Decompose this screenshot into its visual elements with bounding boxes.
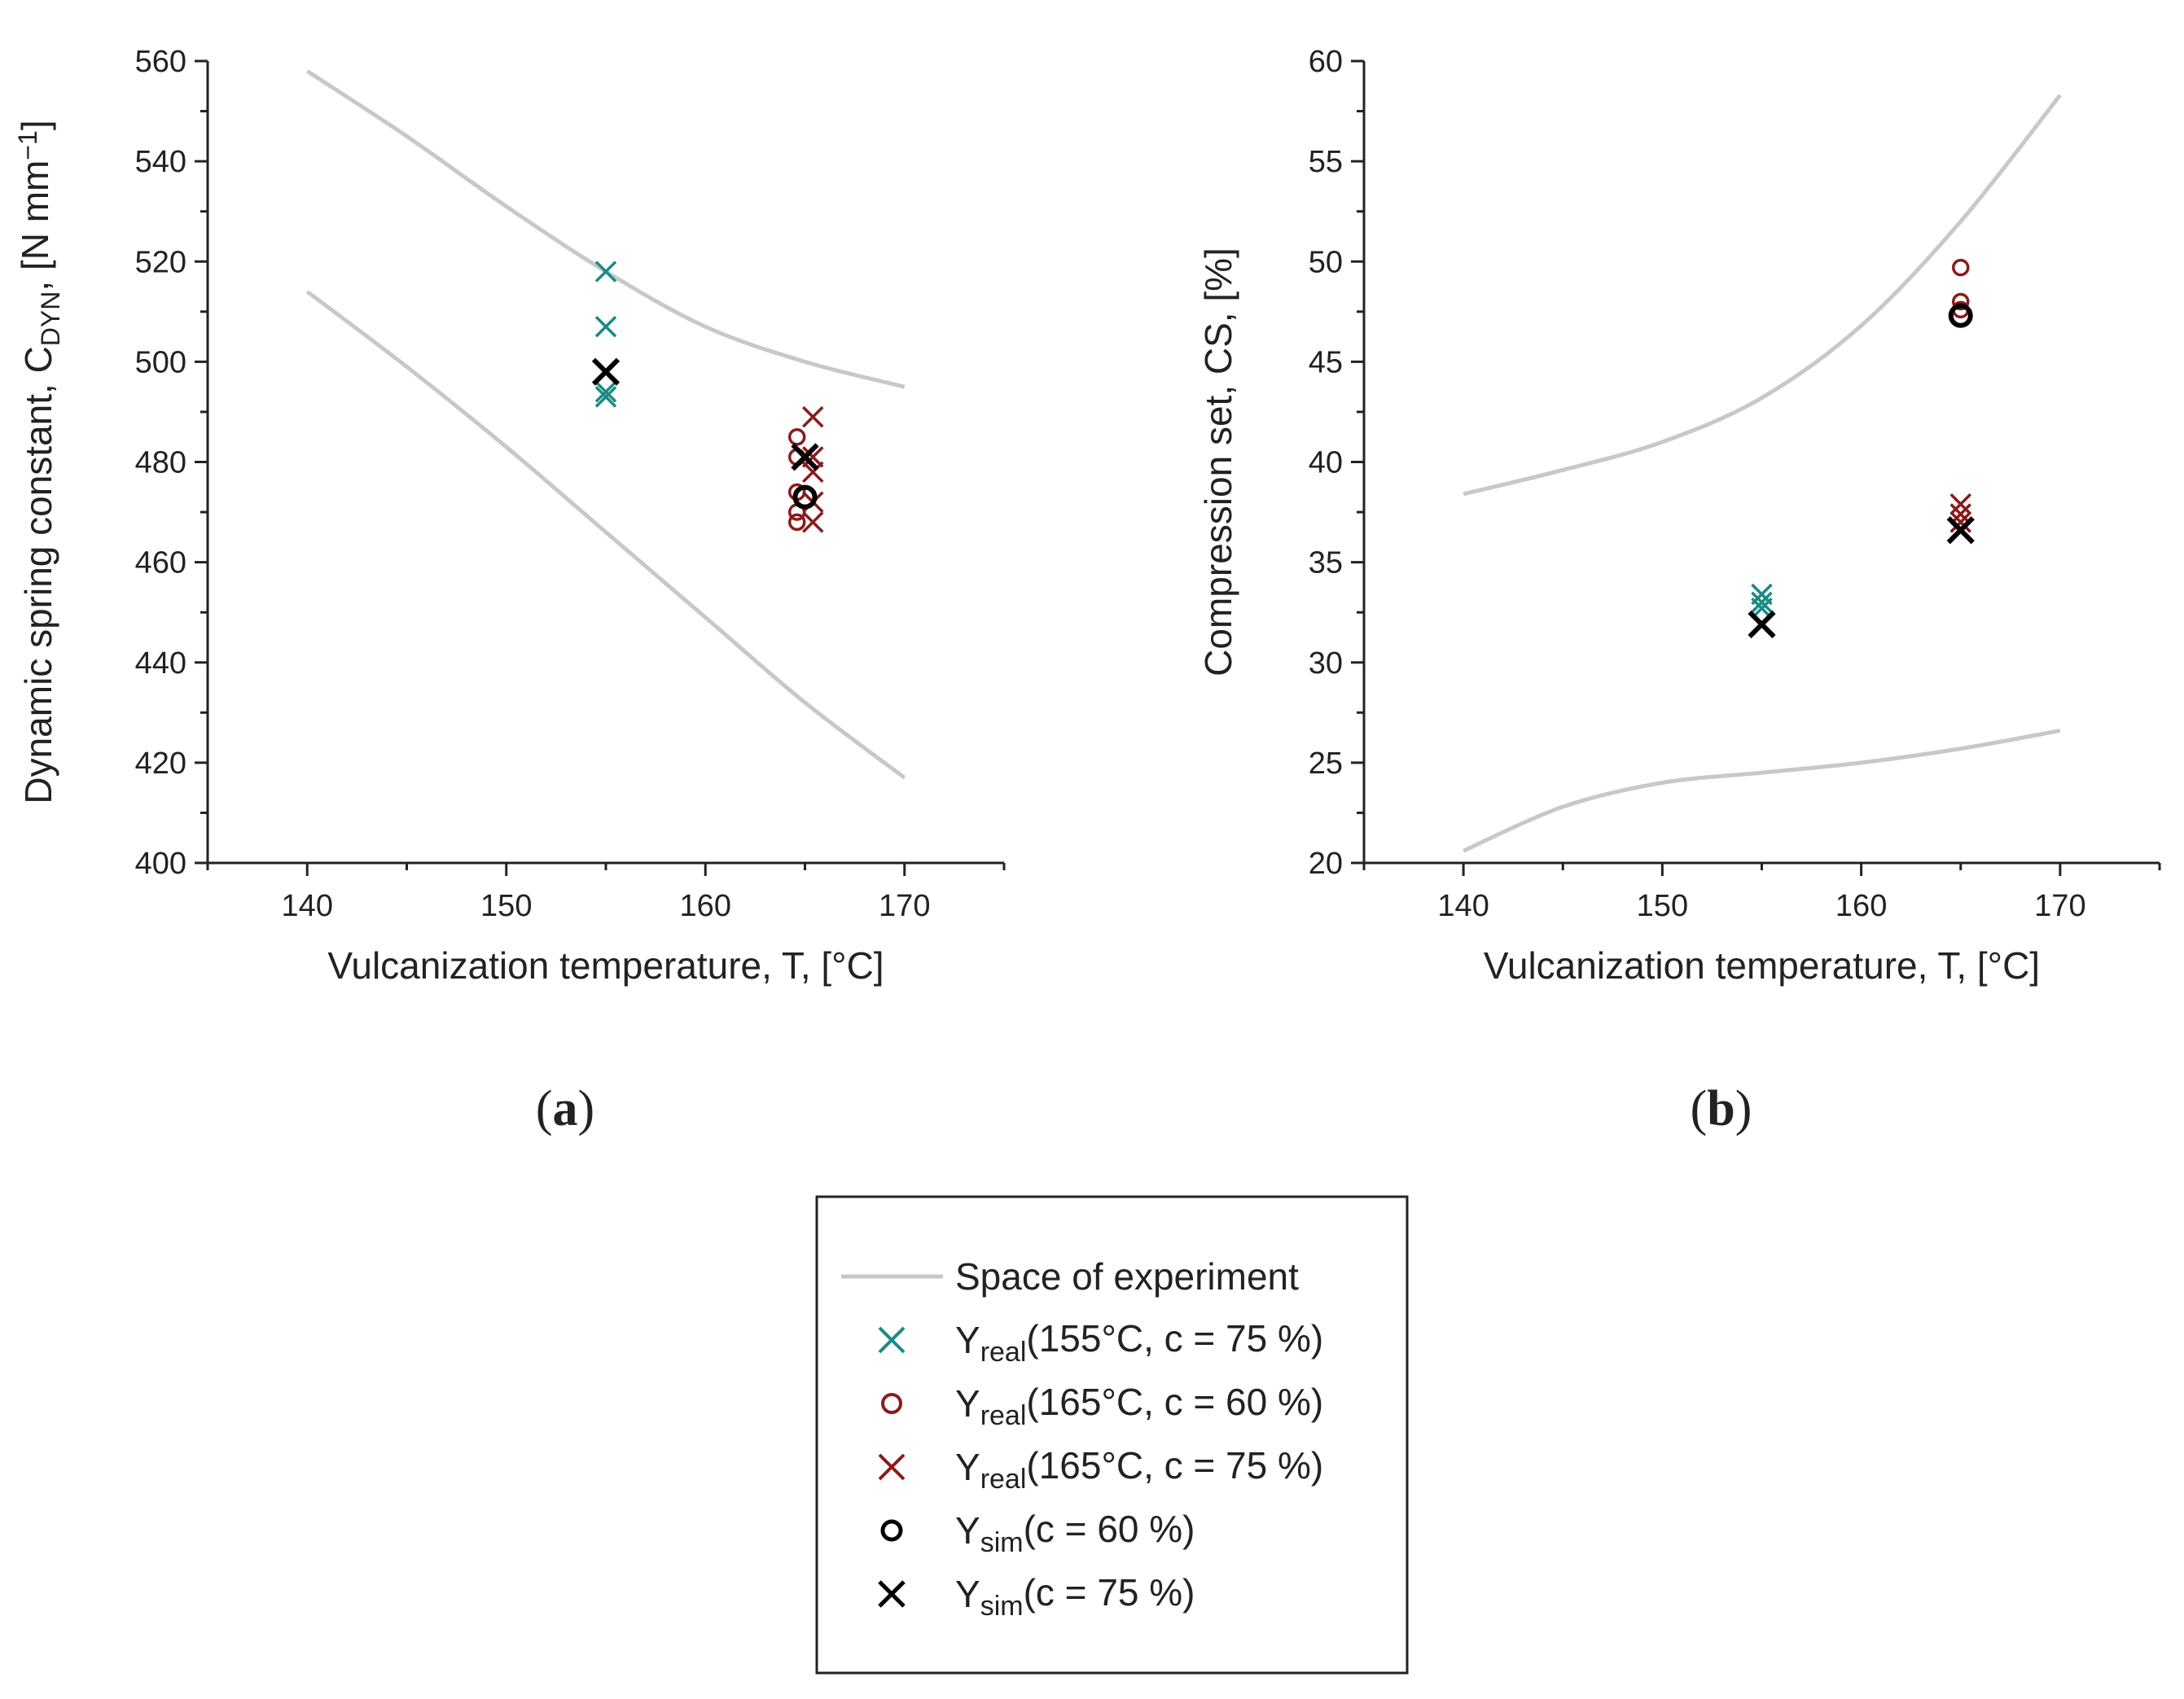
y-axis-label: Dynamic spring constant, CDYN, [N mm−1] — [13, 120, 65, 804]
y-tick-label: 560 — [135, 45, 186, 79]
legend-label: Space of experiment — [955, 1255, 1299, 1298]
y-axis-label-main: Dynamic spring constant, C — [17, 346, 59, 804]
x-tick-label: 160 — [1835, 889, 1887, 923]
legend-subscript: real — [980, 1400, 1027, 1431]
y-tick-label: 440 — [135, 646, 186, 681]
x-tick-label: 170 — [2034, 889, 2085, 923]
legend-cross-marker — [878, 1580, 906, 1608]
data-point — [594, 381, 617, 403]
legend-label: Yreal(155°C, c = 75 %) — [955, 1317, 1323, 1368]
data-point — [802, 461, 824, 484]
data-point — [594, 261, 617, 282]
data-point — [1949, 493, 1971, 515]
panel-label: (b) — [1691, 1081, 1752, 1136]
y-tick-label: 35 — [1309, 546, 1343, 580]
series-2 — [1751, 583, 1773, 620]
experiment-space-line — [305, 69, 906, 389]
series-5 — [1948, 303, 1973, 328]
series-4 — [802, 405, 824, 533]
data-point — [1949, 511, 1971, 533]
experiment-space-line — [305, 290, 906, 780]
legend-label: Yreal(165°C, c = 60 %) — [955, 1381, 1323, 1431]
sim-point — [1748, 610, 1776, 639]
legend-label: Ysim(c = 60 %) — [955, 1508, 1195, 1558]
series-2 — [594, 261, 617, 408]
chart-panel-b: 20 25 30 35 40 45 50 55 60 140 150 160 170 Vulcanizat… — [1197, 45, 2161, 1136]
y-tick-label: 40 — [1309, 446, 1343, 480]
y-tick-label: 25 — [1309, 747, 1343, 781]
legend-subscript: real — [980, 1337, 1027, 1368]
y-tick-label: 45 — [1309, 345, 1343, 379]
legend-entry: Space of experiment — [841, 1255, 1299, 1298]
x-tick-label: 170 — [879, 889, 930, 923]
legend-subscript: sim — [980, 1527, 1024, 1558]
series-6 — [591, 357, 819, 471]
legend-subscript: real — [980, 1464, 1027, 1495]
legend-entry: Ysim(c = 60 %) — [880, 1508, 1195, 1558]
series-3 — [787, 427, 806, 532]
x-tick-label: 140 — [1437, 889, 1489, 923]
data-point — [594, 316, 617, 338]
sim-point — [792, 484, 818, 510]
y-tick-label: 30 — [1309, 646, 1343, 681]
legend-cross-marker — [878, 1453, 906, 1481]
experiment-space-line — [1463, 729, 2061, 853]
legend: Space of experiment Yreal(155°C, c = 75 %… — [815, 1195, 1409, 1675]
sim-point — [1946, 516, 1975, 545]
y-axis-label-end: ] — [14, 120, 56, 130]
panel-label: (a) — [536, 1081, 594, 1136]
y-tick-label: 55 — [1309, 145, 1343, 179]
legend-entry: Yreal(165°C, c = 60 %) — [881, 1381, 1323, 1431]
data-point — [787, 427, 806, 446]
sim-point — [791, 443, 819, 471]
y-tick-label: 400 — [135, 847, 186, 881]
y-tick-label: 480 — [135, 446, 186, 480]
y-axis-label-superscript: −1 — [13, 130, 42, 160]
legend-label: Yreal(165°C, c = 75 %) — [955, 1444, 1323, 1495]
data-point — [802, 405, 824, 428]
experiment-space-line — [1463, 94, 2062, 497]
series-6 — [1748, 516, 1975, 639]
legend-label: Ysim(c = 75 %) — [955, 1571, 1195, 1622]
data-point — [802, 511, 824, 533]
data-point — [787, 513, 806, 532]
y-tick-label: 460 — [135, 546, 186, 580]
series-5 — [792, 484, 818, 510]
y-tick-label: 500 — [135, 345, 186, 379]
data-point — [1952, 292, 1970, 311]
x-axis-label: Vulcanization temperature, T, [°C] — [1484, 944, 2040, 987]
data-point — [1952, 258, 1970, 277]
legend-circle-marker — [880, 1519, 903, 1542]
y-axis-label-main: Compression set, CS, [%] — [1197, 247, 1239, 677]
legend-entry: Ysim(c = 75 %) — [878, 1571, 1195, 1622]
legend-entry: Yreal(155°C, c = 75 %) — [878, 1317, 1323, 1368]
y-tick-label: 60 — [1309, 45, 1343, 79]
legend-circle-marker — [881, 1393, 902, 1414]
legend-cross-marker — [878, 1326, 906, 1354]
y-tick-label: 520 — [135, 245, 186, 279]
x-tick-label: 150 — [480, 889, 532, 923]
x-tick-label: 150 — [1637, 889, 1688, 923]
y-tick-label: 50 — [1309, 245, 1343, 279]
sim-point — [1948, 303, 1973, 328]
panel-label-letter: a — [553, 1081, 578, 1136]
panel-label-letter: b — [1707, 1081, 1734, 1136]
x-axis-label: Vulcanization temperature, T, [°C] — [327, 944, 884, 987]
legend-entry: Yreal(165°C, c = 75 %) — [878, 1444, 1323, 1495]
x-tick-label: 140 — [282, 889, 333, 923]
data-point — [594, 386, 617, 408]
y-tick-label: 540 — [135, 145, 186, 179]
y-axis-label: Compression set, CS, [%] — [1197, 247, 1239, 677]
y-tick-label: 20 — [1309, 847, 1343, 881]
sim-point — [591, 357, 621, 386]
y-axis-label-unit: , [N mm — [14, 160, 56, 291]
y-axis-label-subscript: DYN — [36, 291, 65, 347]
x-tick-label: 160 — [680, 889, 731, 923]
data-point — [1751, 591, 1773, 614]
legend-subscript: sim — [980, 1591, 1024, 1622]
chart-panel-a: 400 420 440 460 480 500 520 540 560 140 150 160 170 V… — [13, 45, 1006, 1136]
y-tick-label: 420 — [135, 747, 186, 781]
